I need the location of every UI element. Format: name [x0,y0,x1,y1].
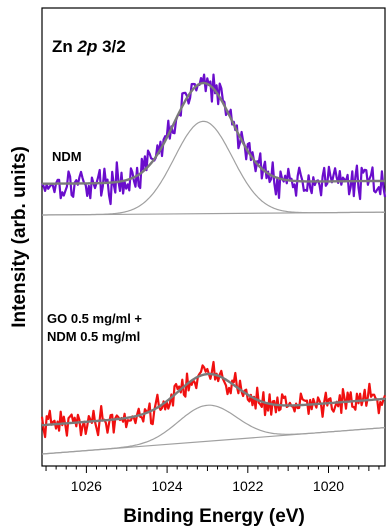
panel-label-ndm: NDM [52,149,82,164]
x-tick-label: 1020 [313,478,344,494]
envelope-fit-1 [41,372,386,427]
chart-title: Zn 2p 3/2 [52,37,126,56]
peak-component-1 [41,404,386,455]
x-axis-label: Binding Energy (eV) [123,506,305,527]
panel-go-ndm [40,360,387,455]
x-tick-label: 1022 [232,478,263,494]
chart-title-italic: 2p [77,37,98,56]
panel-ndm [41,73,387,216]
x-tick-label: 1024 [152,478,183,494]
peak-component-0 [42,120,385,216]
chart-title-suffix: 3/2 [97,37,125,56]
x-axis-tick-labels: 1026 1024 1022 1020 [71,478,344,494]
plot-frame [41,7,386,467]
panel-label-go-line1: GO 0.5 mg/ml + [47,311,142,326]
raw-data-0 [41,73,387,206]
panel-label-go-line2: NDM 0.5 mg/ml [47,329,140,344]
y-axis-label: Intensity (arb. units) [9,146,30,328]
x-axis-ticks [45,466,380,473]
chart-title-prefix: Zn [52,37,78,56]
envelope-fit-0 [41,81,385,185]
x-tick-label: 1026 [71,478,102,494]
